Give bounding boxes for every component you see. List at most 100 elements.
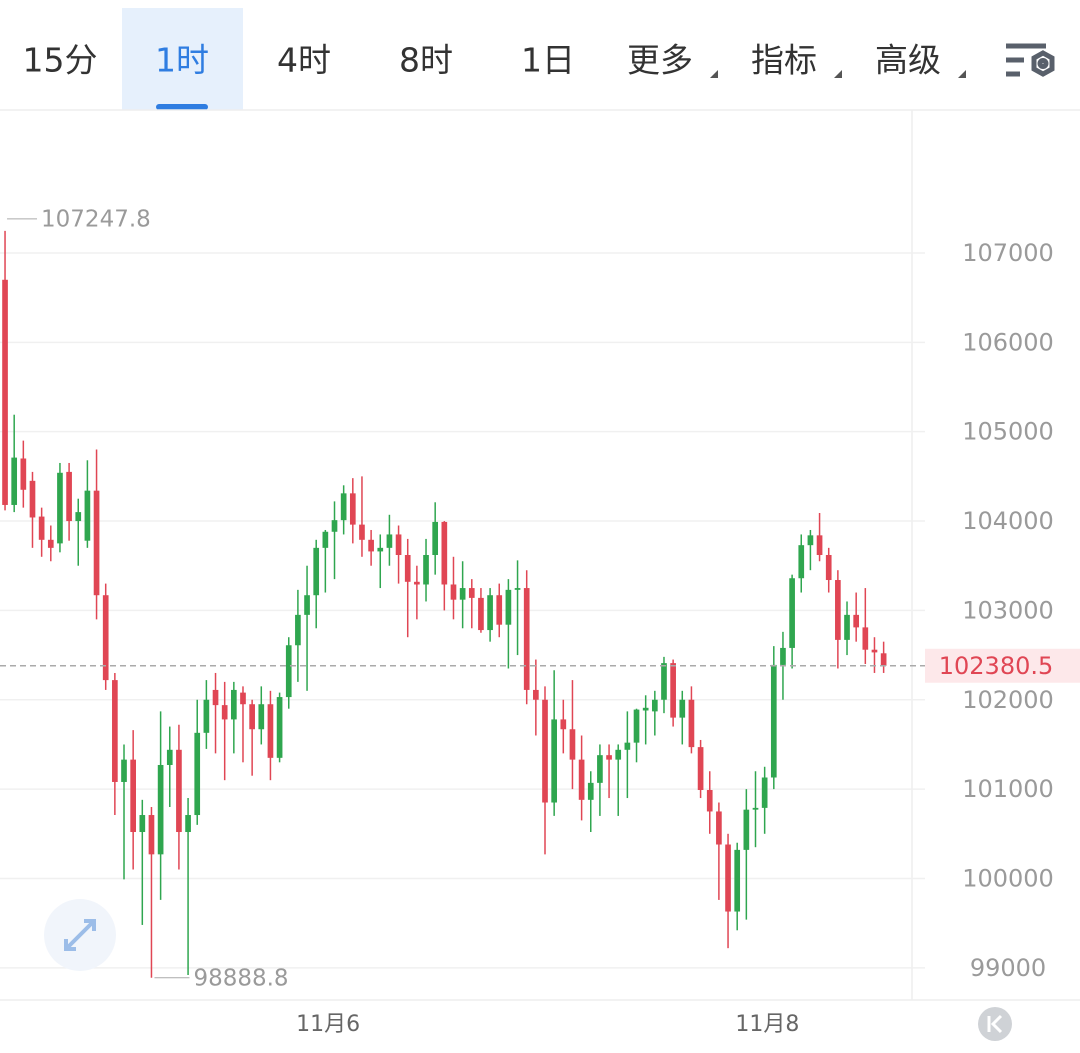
last-price-bg xyxy=(925,648,1080,683)
candle-body xyxy=(11,457,18,505)
dropdown-caret xyxy=(958,70,966,78)
y-tick-label: 104000 xyxy=(962,507,1054,535)
candle-body xyxy=(212,689,219,706)
candle-body xyxy=(670,663,676,718)
candle-body xyxy=(414,581,420,585)
candle-body xyxy=(47,539,54,548)
candle-body xyxy=(789,578,795,648)
candle-body xyxy=(615,749,622,760)
candle-body xyxy=(743,809,750,850)
candle-body xyxy=(853,614,860,628)
candle-body xyxy=(560,719,567,730)
tab[interactable]: 4时 xyxy=(277,41,331,80)
settings-icon[interactable] xyxy=(1006,43,1055,77)
candle-body xyxy=(368,539,374,552)
candle-body xyxy=(395,534,402,555)
y-tick-label: 107000 xyxy=(962,239,1054,267)
candle-body xyxy=(221,705,228,720)
candle-body xyxy=(862,627,869,650)
candle-body xyxy=(139,815,146,833)
candle-body xyxy=(176,749,182,833)
candle-body xyxy=(29,480,36,518)
dropdown-caret xyxy=(710,70,718,78)
candle-body xyxy=(130,759,136,833)
candle-body xyxy=(84,490,91,541)
candle-body xyxy=(725,844,731,912)
tab[interactable]: 1日 xyxy=(521,41,575,80)
candle-body xyxy=(313,547,320,596)
candle-body xyxy=(597,755,603,783)
candle-body xyxy=(295,614,301,646)
x-tick-label: 11月8 xyxy=(735,1012,799,1037)
candle-body xyxy=(267,704,274,758)
candle-body xyxy=(276,697,283,758)
candle-body xyxy=(651,699,658,712)
candle-body xyxy=(624,742,631,750)
candle-body xyxy=(825,555,832,581)
last-price-label: 102380.5 xyxy=(939,652,1054,680)
candle-body xyxy=(798,545,805,579)
candle-body xyxy=(716,811,722,845)
max-label: 107247.8 xyxy=(41,206,151,232)
y-tick-label: 103000 xyxy=(962,596,1054,624)
candle-body xyxy=(450,584,457,600)
candle-body xyxy=(404,555,411,582)
candle-body xyxy=(505,589,512,625)
candle-body xyxy=(423,555,429,585)
candle-body xyxy=(20,458,27,490)
candle-body xyxy=(835,580,841,640)
candle-body xyxy=(75,512,82,522)
y-tick-label: 99000 xyxy=(970,954,1046,982)
candle-body xyxy=(871,649,878,653)
tab[interactable]: 15分 xyxy=(23,41,98,80)
candle-body xyxy=(578,759,585,800)
candle-body xyxy=(322,531,329,548)
candle-body xyxy=(487,595,493,631)
candle-body xyxy=(349,493,356,525)
candle-body xyxy=(38,516,45,540)
candle-body xyxy=(752,807,759,810)
candle-body xyxy=(569,729,576,760)
candle-body xyxy=(166,749,173,765)
candle-body xyxy=(459,588,466,600)
candle-body xyxy=(249,704,255,730)
candle-body xyxy=(102,595,109,681)
x-tick-label: 11月6 xyxy=(296,1012,360,1037)
expand-button[interactable] xyxy=(44,899,116,971)
tab[interactable]: 8时 xyxy=(399,41,453,80)
y-tick-label: 105000 xyxy=(962,418,1054,446)
candle-body xyxy=(688,699,695,748)
candle-body xyxy=(706,790,713,812)
candle-body xyxy=(185,815,191,833)
scroll-latest-button[interactable] xyxy=(978,1007,1012,1041)
candle-body xyxy=(661,663,667,700)
candle-body xyxy=(478,597,484,631)
tab-highlight xyxy=(122,8,243,110)
tab[interactable]: 高级 xyxy=(875,41,941,80)
candle-body xyxy=(112,680,118,782)
candle-body xyxy=(359,524,365,540)
candle-body xyxy=(770,664,777,778)
candle-body xyxy=(542,699,548,803)
tab[interactable]: 更多 xyxy=(627,41,693,80)
candle-body xyxy=(606,755,612,760)
y-tick-label: 101000 xyxy=(962,775,1054,803)
tab[interactable]: 1时 xyxy=(155,41,209,80)
candle-body xyxy=(340,493,347,521)
candle-body xyxy=(761,777,768,808)
plot: 99000 100000 101000 102000 103000 104000 10500… xyxy=(0,206,1080,1037)
y-tick-label: 106000 xyxy=(962,328,1054,356)
candle-body xyxy=(642,707,649,711)
button-icon xyxy=(987,1014,1003,1034)
candle-body xyxy=(121,759,127,782)
tab[interactable]: 指标 xyxy=(751,41,817,80)
candle-body xyxy=(468,588,475,598)
candle-body xyxy=(203,699,210,733)
candle-body xyxy=(304,595,310,615)
candle-body xyxy=(523,588,530,690)
candle-body xyxy=(551,719,557,803)
candle-body xyxy=(844,614,850,640)
candle-body xyxy=(816,535,823,555)
candle-body xyxy=(432,521,439,555)
